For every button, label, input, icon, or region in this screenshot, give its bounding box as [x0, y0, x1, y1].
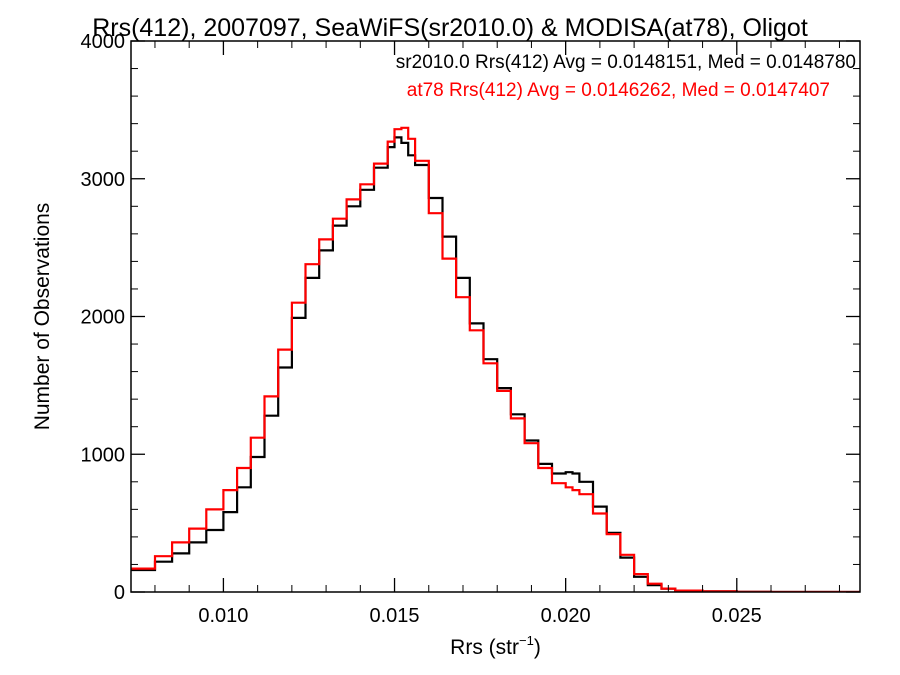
x-axis-label-close: ) — [534, 636, 541, 659]
y-tick-label: 1000 — [81, 444, 126, 466]
y-tick-label: 4000 — [81, 31, 126, 53]
series-layer — [131, 126, 860, 592]
chart-title: Rrs(412), 2007097, SeaWiFS(sr2010.0) & M… — [92, 14, 808, 42]
x-axis-label-main: Rrs (str — [450, 636, 519, 659]
legend-annotation-at78: at78 Rrs(412) Avg = 0.0146262, Med = 0.0… — [407, 80, 830, 101]
x-tick-label: 0.025 — [712, 605, 762, 627]
y-axis-label: Number of Observations — [31, 203, 54, 431]
y-tick-label: 2000 — [81, 307, 126, 329]
series-line-sr2010.0 — [131, 136, 860, 592]
y-tick-label: 3000 — [81, 169, 126, 191]
legend-annotation-sr2010: sr2010.0 Rrs(412) Avg = 0.0148151, Med =… — [396, 52, 856, 73]
x-tick-label: 0.010 — [198, 605, 248, 627]
x-axis-label: Rrs (str−1) — [450, 633, 541, 659]
chart-title-text: Rrs(412), 2007097, SeaWiFS(sr2010.0) & M… — [92, 14, 808, 42]
x-tick-label: 0.015 — [370, 605, 420, 627]
ticks-layer: 0.010 0.015 0.020 0.025 0 1000 2000 3000 4000 — [81, 31, 860, 627]
plot-frame — [130, 40, 861, 593]
y-tick-label: 0 — [114, 582, 125, 604]
x-tick-label: 0.020 — [541, 605, 591, 627]
series-line-at78 — [131, 126, 860, 592]
x-axis-label-superscript: −1 — [519, 633, 534, 648]
